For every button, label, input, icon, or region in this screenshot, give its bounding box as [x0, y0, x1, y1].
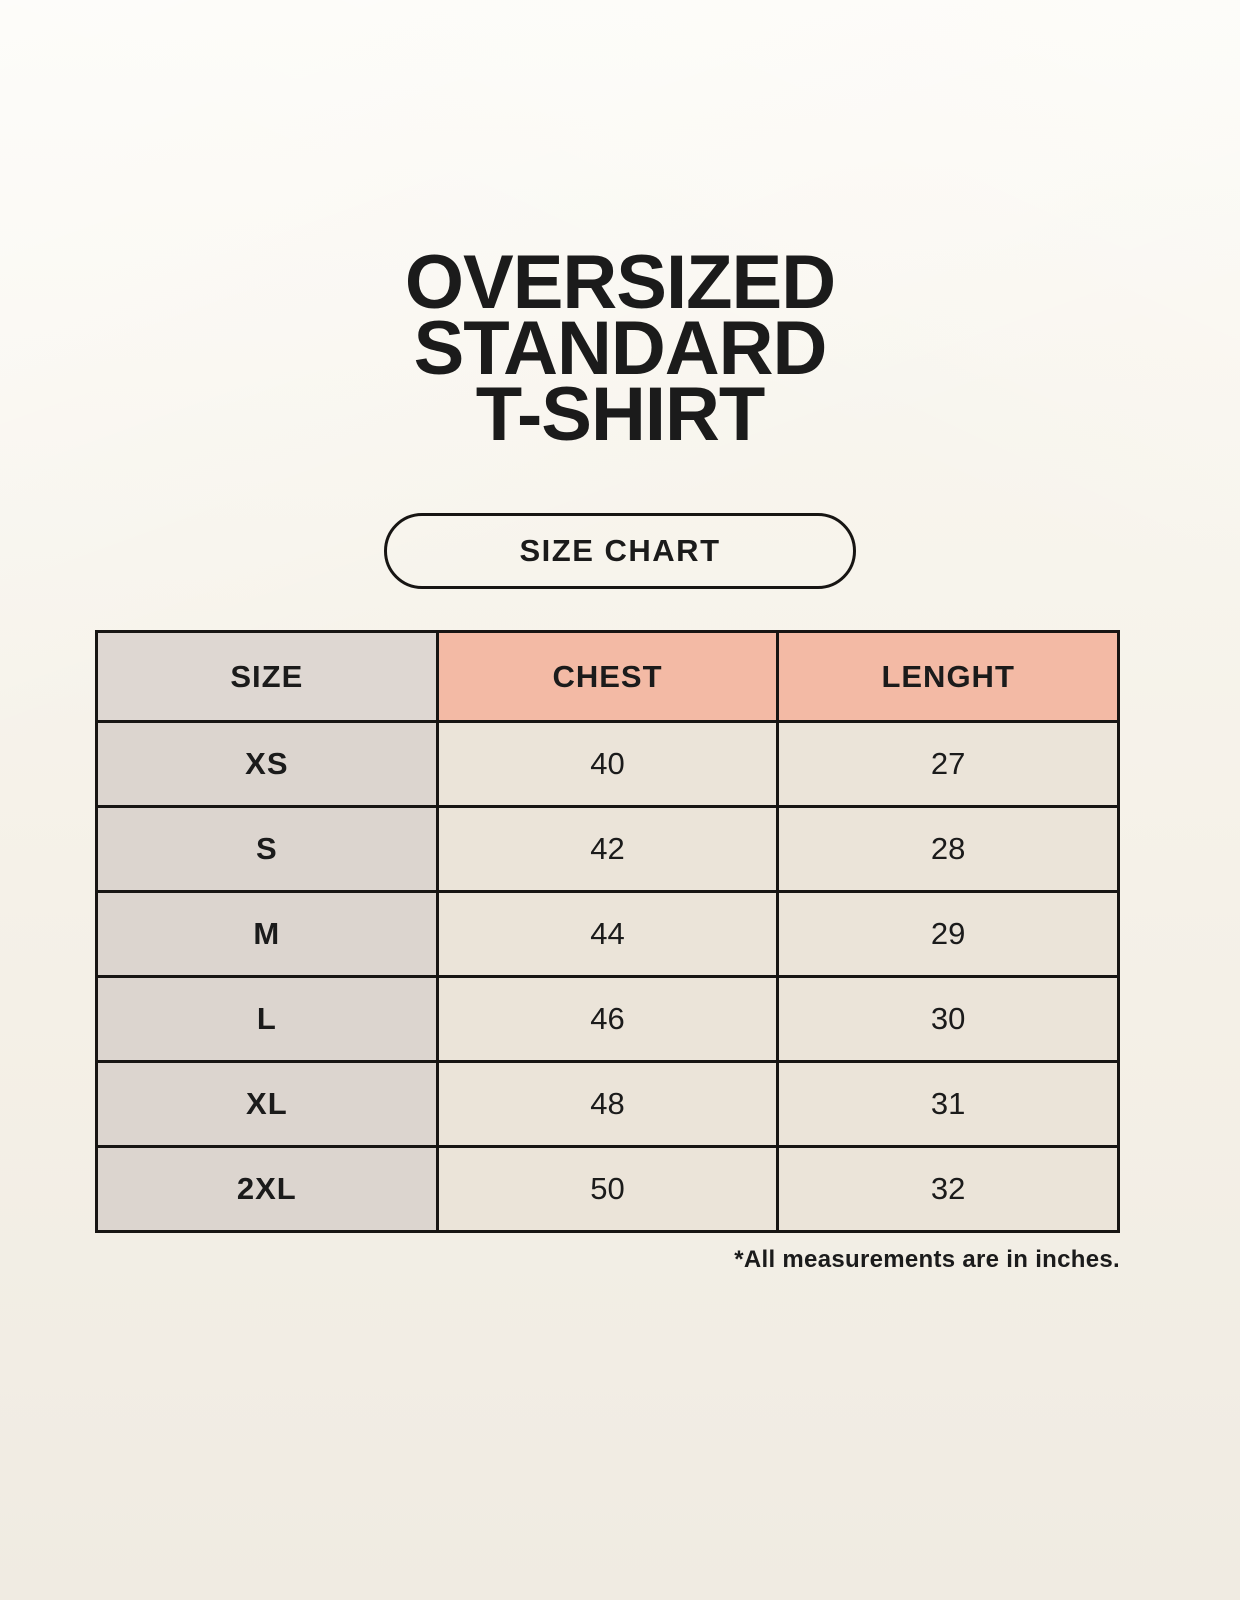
length-value-cell: 28	[776, 805, 1120, 893]
length-value-cell: 32	[776, 1145, 1120, 1233]
length-value-cell: 29	[776, 890, 1120, 978]
header-row: SIZE CHEST LENGHT	[95, 630, 1120, 723]
column-header-size: SIZE	[95, 630, 439, 723]
length-value-cell: 30	[776, 975, 1120, 1063]
length-value-cell: 27	[776, 720, 1120, 808]
size-table-body: XS 40 27 S 42 28 M 44 29 L 46 30 XL 48 31 2XL 50 32	[95, 720, 1120, 1233]
chest-value-cell: 48	[435, 1060, 780, 1148]
table-row: XL 48 31	[95, 1060, 1120, 1148]
chest-value-cell: 50	[435, 1145, 780, 1233]
table-row: S 42 28	[95, 805, 1120, 893]
size-label-cell: 2XL	[95, 1145, 439, 1233]
size-label-cell: S	[95, 805, 439, 893]
table-row: L 46 30	[95, 975, 1120, 1063]
size-chart-button[interactable]: SIZE CHART	[384, 513, 856, 589]
chest-value-cell: 42	[435, 805, 780, 893]
chest-value-cell: 46	[435, 975, 780, 1063]
table-row: M 44 29	[95, 890, 1120, 978]
column-header-chest: CHEST	[435, 630, 780, 723]
measurements-footnote: *All measurements are in inches.	[734, 1246, 1120, 1273]
table-row: XS 40 27	[95, 720, 1120, 808]
size-table: SIZE CHEST LENGHT XS 40 27 S 42 28 M 44 29 L 46 30 X…	[95, 630, 1120, 1233]
title-line-1: OVERSIZED	[404, 240, 836, 325]
size-table-header: SIZE CHEST LENGHT	[95, 630, 1120, 723]
title-line-2: STANDARD	[413, 306, 828, 391]
chest-value-cell: 40	[435, 720, 780, 808]
title-line-3: T-SHIRT	[475, 372, 766, 457]
table-row: 2XL 50 32	[95, 1145, 1120, 1233]
column-header-length: LENGHT	[776, 630, 1120, 723]
chest-value-cell: 44	[435, 890, 780, 978]
page-title: OVERSIZED STANDARD T-SHIRT	[0, 240, 1240, 457]
size-label-cell: XL	[95, 1060, 439, 1148]
size-label-cell: L	[95, 975, 439, 1063]
size-label-cell: M	[95, 890, 439, 978]
size-label-cell: XS	[95, 720, 439, 808]
length-value-cell: 31	[776, 1060, 1120, 1148]
